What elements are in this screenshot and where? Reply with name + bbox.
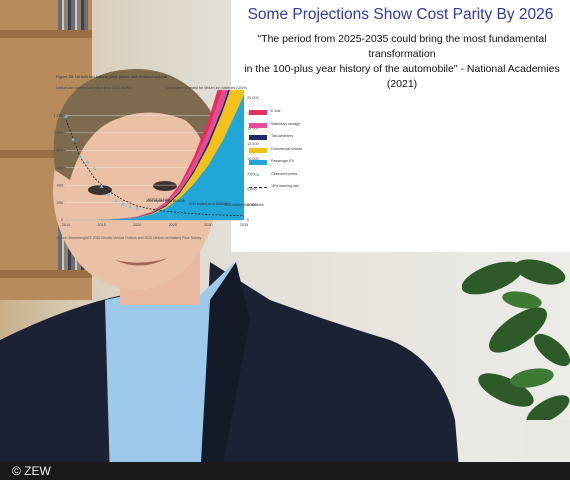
y-left-tick-label: 1,000: [53, 131, 63, 135]
legend-swatch: [249, 147, 267, 153]
y-right-tick-label: 20,000: [247, 96, 259, 100]
legend-item: Two-wheelers: [249, 133, 337, 146]
presenter-image: [0, 69, 460, 480]
observed-price-point: [78, 154, 83, 159]
legend-swatch: [249, 122, 267, 128]
y-left-tick-label: 0: [61, 218, 63, 222]
y-left-tick-label: 800: [57, 148, 63, 152]
quote-line: in the 100-plus year history of the auto…: [244, 63, 560, 90]
y-right-tick-label: 15,000: [247, 127, 259, 131]
chart-annotation: 2035 implied price $45/kWh: [224, 203, 264, 207]
caption-bar: [0, 462, 570, 480]
legend-swatch: [249, 135, 267, 140]
legend-label: Observed prices: [271, 171, 298, 176]
legend-label: Two-wheelers: [271, 134, 294, 138]
area-commercial-vehicle: [66, 90, 244, 220]
x-tick-label: 2020: [133, 223, 141, 227]
legend-swatch: [249, 187, 267, 188]
legend-item: Commercial vehicle: [249, 146, 337, 159]
x-tick-label: 2015: [97, 223, 105, 227]
shelf-board: [0, 150, 92, 158]
y-right-tick-label: 5,000: [247, 188, 257, 192]
y-right-tick-label: 0: [247, 218, 249, 222]
copyright-label: © ZEW: [12, 464, 51, 478]
legend-item: 18% learning rate: [249, 183, 337, 196]
battery-price-demand-chart: 0 200 400 600 800 1,000 1,200 0 2,500 5,000 7,500 1…: [53, 90, 264, 227]
chart-annotation: 2023 $101/kWh: [147, 198, 170, 202]
legend-swatch: ▲: [255, 171, 261, 178]
y-left-tick-label: 600: [57, 166, 63, 170]
slide-quote: "The period from 2025-2035 could bring t…: [241, 32, 563, 92]
chart-annotation: 2030 implied price $58/kWh: [189, 202, 229, 206]
x-tick-label: 2030: [204, 223, 212, 227]
observed-price-point: [114, 198, 118, 203]
shelf-board: [0, 270, 92, 278]
observed-price-point: [92, 166, 97, 170]
legend-label: Passenger EV: [271, 159, 294, 163]
chart-ylabel-right: Cumulative demand for lithium-ion batter…: [166, 86, 247, 90]
legend-swatch: [249, 110, 267, 115]
presentation-slide: Some Projections Show Cost Parity By 202…: [231, 0, 570, 252]
x-tick-label: 2010: [62, 223, 70, 227]
area-passenger-ev: [66, 94, 244, 220]
observed-price-point: [135, 206, 139, 210]
chart-legend: E-bus Stationary storage Two-wheelers Comme…: [249, 108, 337, 196]
observed-price-point: [85, 159, 90, 164]
observed-price-point: [128, 204, 132, 208]
y-right-tick-label: 2,500: [247, 203, 257, 207]
legend-swatch: [249, 160, 267, 165]
observed-price-point: [71, 137, 75, 141]
chart-annotation: 2024 implied price $94/kWh: [146, 199, 186, 203]
legend-label: 18% learning rate: [271, 184, 300, 188]
legend-item: ▲ Observed prices: [249, 171, 337, 184]
observed-price-point: [121, 202, 125, 206]
y-left-tick-label: 400: [57, 183, 63, 187]
x-tick-label: 2025: [169, 223, 177, 227]
observed-price-point: [64, 114, 68, 118]
y-left-tick-label: 1,200: [53, 114, 63, 118]
quote-line: "The period from 2025-2035 could bring t…: [257, 33, 547, 60]
books: [58, 0, 88, 30]
observed-price-point: [99, 184, 104, 188]
plant-image: [462, 259, 570, 460]
legend-item: Stationary storage: [249, 121, 337, 134]
chart-source: Source: BloombergNEF 2020 Electric Vehic…: [56, 236, 202, 240]
legend-label: Commercial vehicle: [271, 146, 303, 151]
legend-label: E-bus: [271, 109, 281, 113]
learning-rate-line: [65, 119, 245, 217]
observed-price-point: [106, 192, 111, 196]
legend-item: Passenger EV: [249, 158, 337, 171]
chart-ylabel-left: Lithium-ion battery pack price (real 202…: [56, 86, 133, 90]
y-right-tick-label: 7,500: [247, 172, 257, 176]
y-left-tick-label: 200: [57, 201, 63, 205]
y-right-tick-label: 10,000: [247, 157, 259, 161]
chart-title: Figure 28: Lithium-ion battery pack pric…: [56, 74, 167, 79]
shelf-board: [0, 30, 92, 38]
legend-item: E-bus: [249, 108, 337, 121]
x-tick-label: 2035: [240, 223, 248, 227]
y-right-tick-label: 12,500: [247, 142, 259, 146]
legend-label: Stationary storage: [271, 121, 301, 126]
slide-title: Some Projections Show Cost Parity By 202…: [247, 6, 554, 23]
